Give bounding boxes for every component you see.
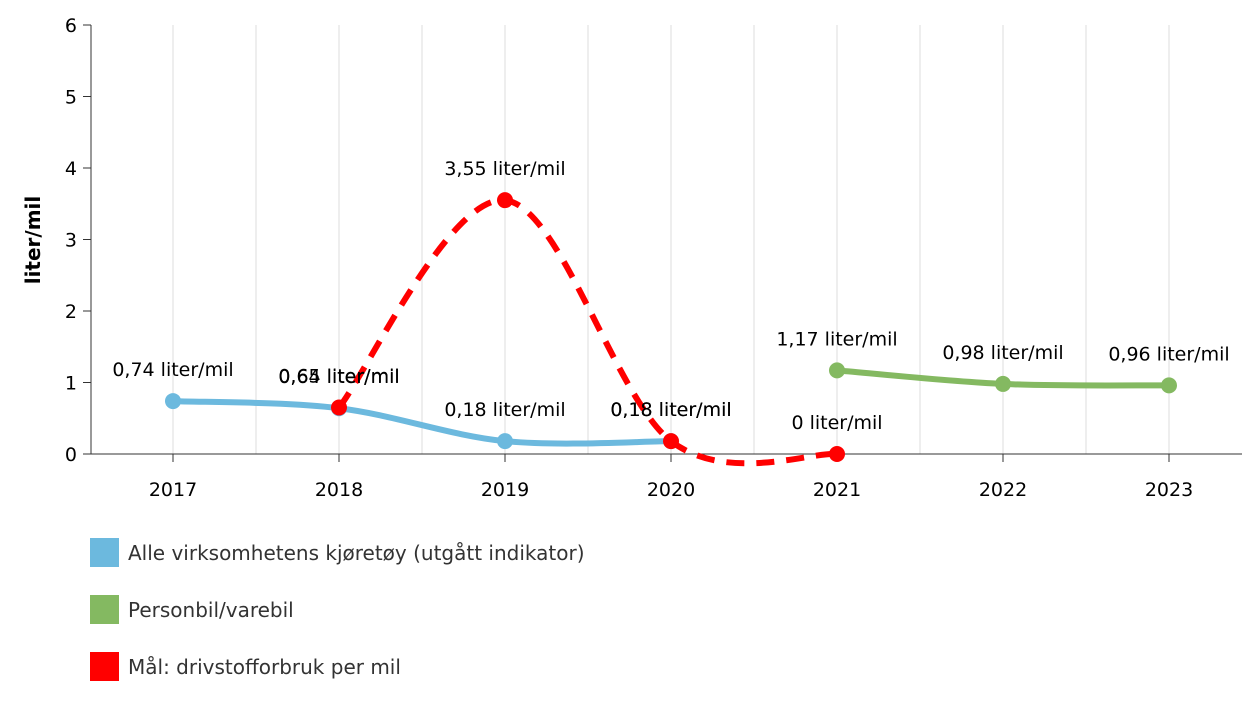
x-tick-label: 2022 <box>979 479 1027 501</box>
series-line-2 <box>336 197 838 467</box>
legend-swatch <box>90 538 119 567</box>
legend-swatch <box>90 595 119 624</box>
data-labels: 0,74 liter/mil 0,64 liter/mil 0,18 liter/m… <box>112 158 1229 434</box>
data-label: 0 liter/mil <box>791 412 882 434</box>
data-label: 0,98 liter/mil <box>942 342 1063 364</box>
x-tick-label: 2019 <box>481 479 529 501</box>
legend-item-mal-drivstofforbruk[interactable]: Mål: drivstofforbruk per mil <box>90 652 585 681</box>
data-point <box>331 399 347 416</box>
line-chart: 0 1 2 3 4 5 6 2017 2018 2019 2020 2021 2022 2023 0,74… <box>21 15 1242 501</box>
y-tick-label: 6 <box>65 15 77 37</box>
legend-label: Mål: drivstofforbruk per mil <box>128 654 401 679</box>
y-tick-label: 2 <box>65 301 77 323</box>
legend-label: Personbil/varebil <box>128 597 294 622</box>
axes: 0 1 2 3 4 5 6 2017 2018 2019 2020 2021 2022 2023 <box>65 15 1242 501</box>
chart-root: 0 1 2 3 4 5 6 2017 2018 2019 2020 2021 2022 2023 0,74… <box>21 15 1242 681</box>
gridlines <box>172 25 1170 454</box>
data-point <box>829 446 845 462</box>
y-tick-label: 4 <box>65 158 77 180</box>
data-point <box>663 433 679 450</box>
series-layer <box>165 192 1177 467</box>
data-label: 0,18 liter/mil <box>444 399 565 421</box>
legend-label: Alle virksomhetens kjøretøy (utgått indi… <box>128 540 585 565</box>
data-point <box>829 362 845 379</box>
data-label: 1,17 liter/mil <box>776 328 897 350</box>
data-point <box>165 393 181 410</box>
x-tick-label: 2023 <box>1145 479 1193 501</box>
series-line-0 <box>172 398 672 447</box>
y-tick-label: 3 <box>65 230 77 252</box>
data-point <box>995 375 1011 392</box>
data-label: 0,18 liter/mil <box>610 399 731 421</box>
legend-item-personbil-varebil[interactable]: Personbil/varebil <box>90 595 585 624</box>
y-tick-label: 1 <box>65 373 77 395</box>
data-point <box>1161 377 1177 394</box>
x-tick-label: 2020 <box>647 479 695 501</box>
data-point <box>497 433 513 450</box>
data-label: 3,55 liter/mil <box>444 158 565 180</box>
data-label: 0,65 liter/mil <box>278 366 399 388</box>
data-label: 0,18 liter/mil <box>610 399 731 421</box>
legend: Alle virksomhetens kjøretøy (utgått indi… <box>90 538 585 709</box>
x-tick-label: 2018 <box>315 479 363 501</box>
legend-swatch <box>90 652 119 681</box>
data-label: 0,74 liter/mil <box>112 359 233 381</box>
y-axis-title: liter/mil <box>21 196 45 285</box>
x-tick-label: 2017 <box>149 479 197 501</box>
data-label: 0,96 liter/mil <box>1108 343 1229 365</box>
data-label: 0,64 liter/mil <box>278 366 399 388</box>
y-tick-label: 5 <box>65 87 77 109</box>
x-tick-label: 2021 <box>813 479 861 501</box>
y-tick-label: 0 <box>65 444 77 466</box>
legend-item-alle-virksomhetens[interactable]: Alle virksomhetens kjøretøy (utgått indi… <box>90 538 585 567</box>
data-point <box>497 192 513 209</box>
